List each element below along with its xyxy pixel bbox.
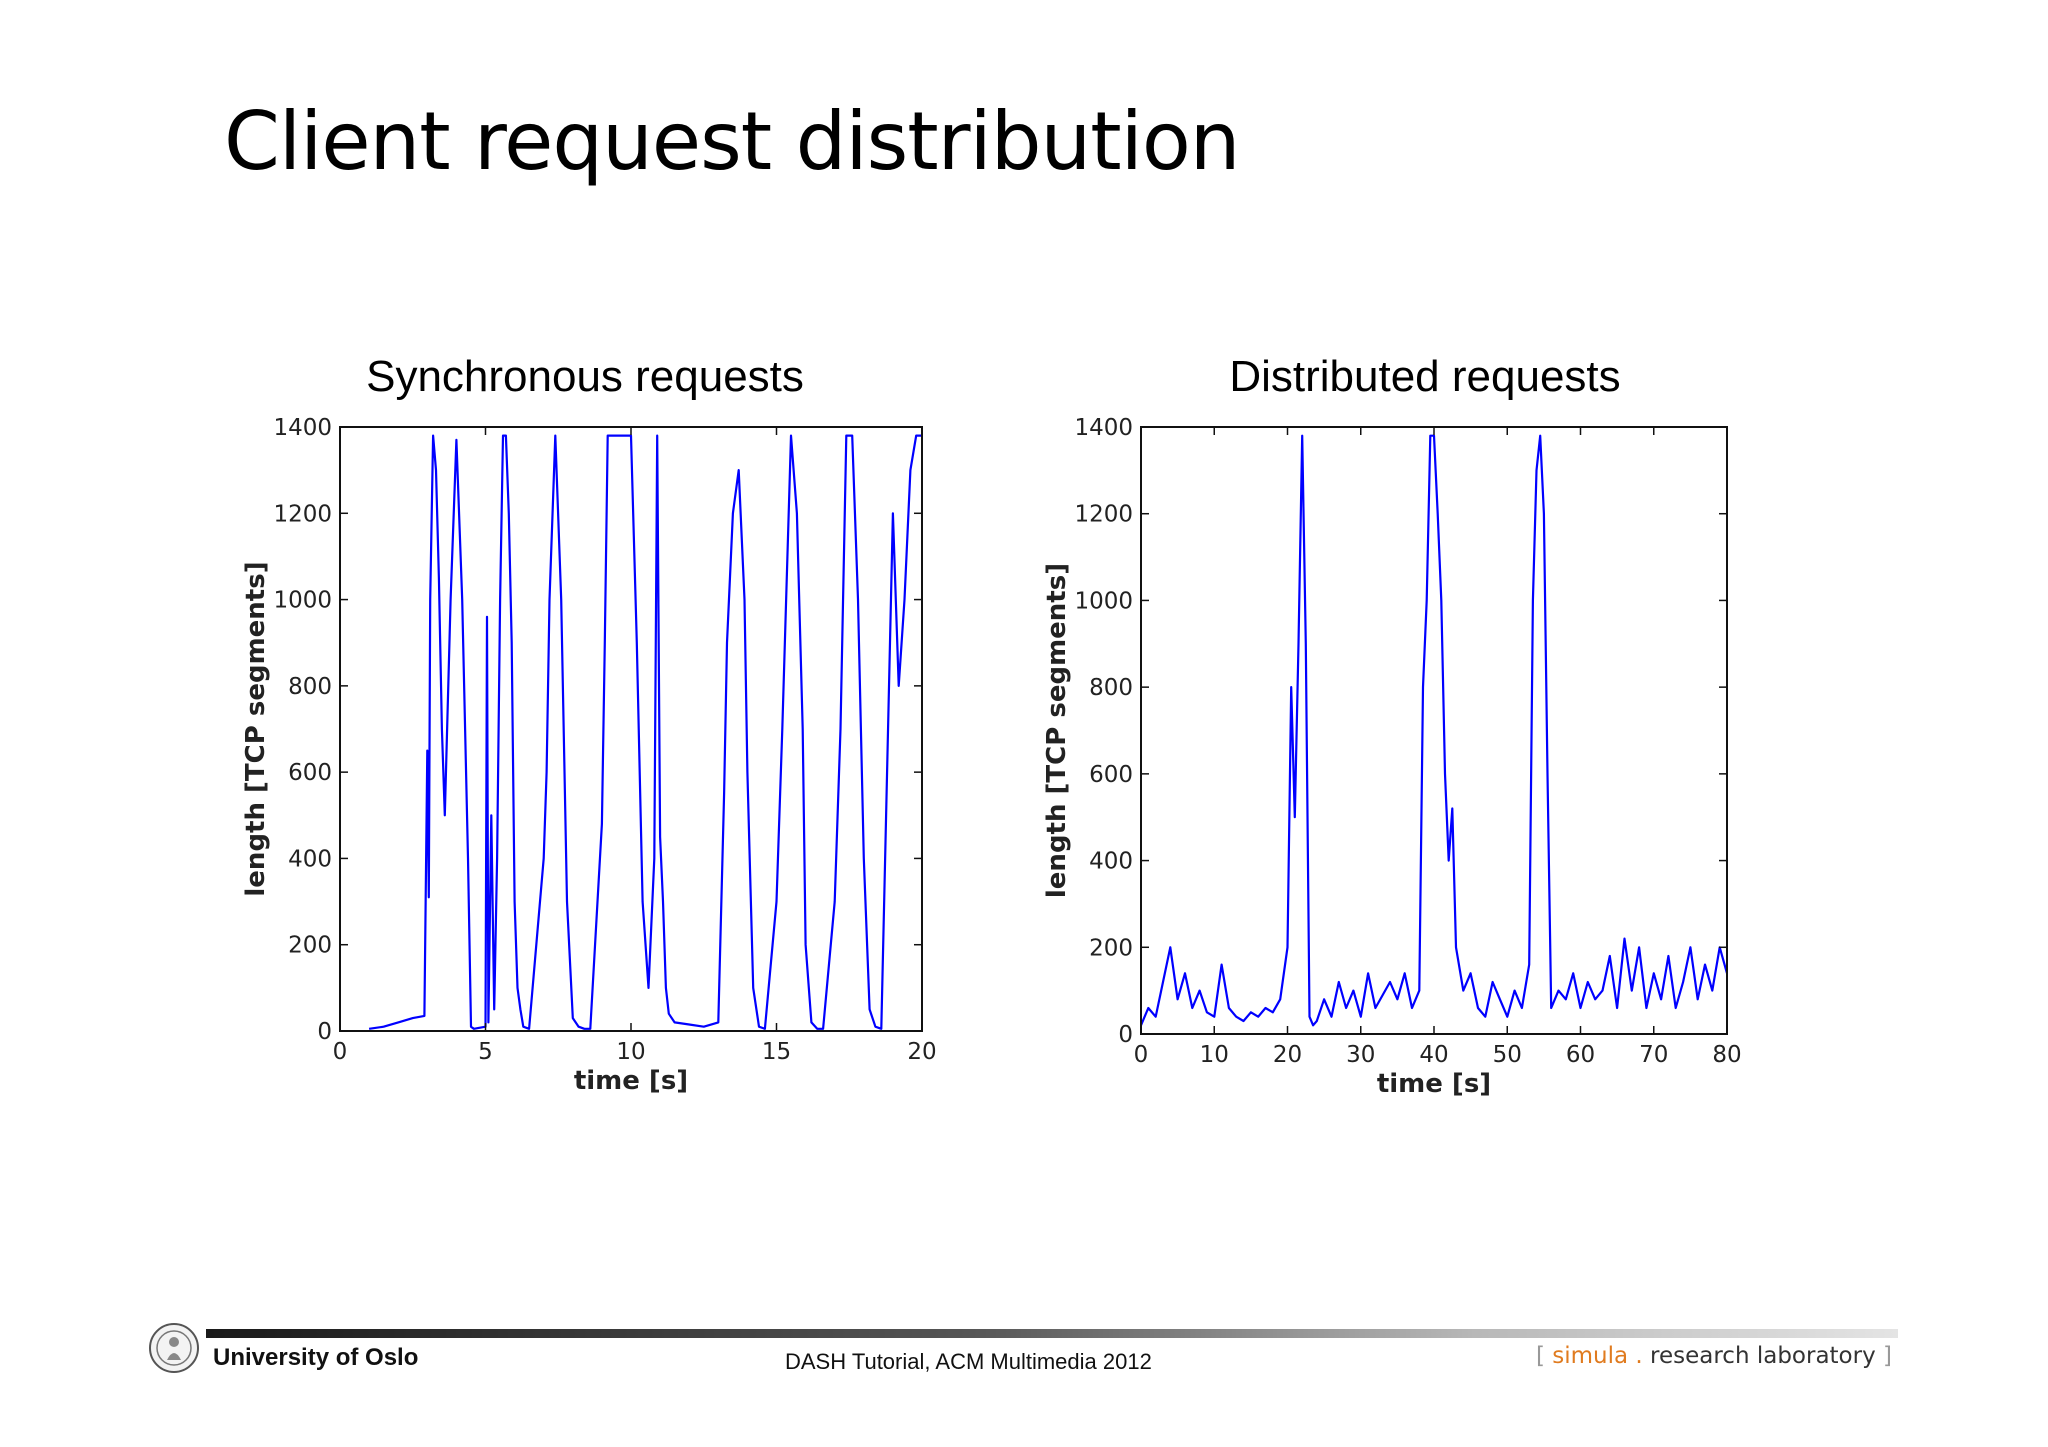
simula-bracket-close: ] (1883, 1343, 1892, 1369)
simula-logo: [ simula . research laboratory ] (1536, 1343, 1892, 1369)
x-tick-label: 10 (616, 1039, 645, 1065)
x-tick-label: 20 (907, 1039, 936, 1065)
chart-title-distributed: Distributed requests (1229, 352, 1621, 401)
y-tick-label: 1200 (273, 501, 332, 527)
series-line-0 (1139, 434, 1729, 1027)
y-tick-label: 400 (1089, 849, 1133, 875)
x-axis-label: time [s] (574, 1066, 688, 1096)
y-tick-label: 1200 (1074, 502, 1133, 528)
footer-divider (206, 1329, 1898, 1338)
x-tick-label: 80 (1712, 1042, 1741, 1068)
y-axis-label: length [TCP segments] (241, 561, 271, 896)
series-line-0 (368, 434, 922, 1030)
x-tick-label: 0 (1134, 1042, 1149, 1068)
simula-research-lab: research laboratory (1650, 1343, 1876, 1369)
x-tick-label: 0 (333, 1039, 348, 1065)
y-tick-label: 400 (288, 846, 332, 872)
y-tick-label: 600 (1089, 762, 1133, 788)
university-seal-icon (149, 1323, 199, 1373)
simula-bracket-open: [ (1535, 1343, 1545, 1369)
event-name: DASH Tutorial, ACM Multimedia 2012 (785, 1349, 1152, 1374)
y-tick-label: 600 (288, 760, 332, 786)
y-tick-label: 1000 (1074, 588, 1133, 614)
y-tick-label: 200 (1089, 935, 1133, 961)
y-tick-label: 1000 (273, 588, 332, 614)
plot-frame (1140, 426, 1728, 1035)
x-tick-label: 20 (1273, 1042, 1302, 1068)
plot-frame (339, 426, 923, 1032)
y-tick-label: 0 (1118, 1022, 1133, 1048)
y-axis-label: length [TCP segments] (1042, 563, 1072, 898)
simula-brand: simula (1552, 1343, 1629, 1369)
chart-distributed-requests: 0 10 20 30 40 50 60 70 8002004006008001000120014… (1042, 415, 1742, 1099)
x-axis-label: time [s] (1377, 1069, 1491, 1099)
x-tick-label: 15 (762, 1039, 791, 1065)
y-tick-label: 1400 (273, 415, 332, 441)
x-tick-label: 60 (1566, 1042, 1595, 1068)
x-tick-label: 40 (1419, 1042, 1448, 1068)
x-tick-label: 10 (1200, 1042, 1229, 1068)
y-tick-label: 800 (288, 674, 332, 700)
slide-title: Client request distribution (224, 95, 1240, 188)
university-name: University of Oslo (213, 1344, 419, 1371)
chart-title-synchronous: Synchronous requests (366, 352, 804, 401)
y-tick-label: 200 (288, 933, 332, 959)
x-tick-label: 5 (478, 1039, 493, 1065)
y-tick-label: 1400 (1074, 415, 1133, 441)
x-tick-label: 50 (1493, 1042, 1522, 1068)
y-tick-label: 800 (1089, 675, 1133, 701)
x-tick-label: 70 (1639, 1042, 1668, 1068)
y-tick-label: 0 (317, 1019, 332, 1045)
x-tick-label: 30 (1346, 1042, 1375, 1068)
simula-dot: . (1635, 1343, 1643, 1369)
